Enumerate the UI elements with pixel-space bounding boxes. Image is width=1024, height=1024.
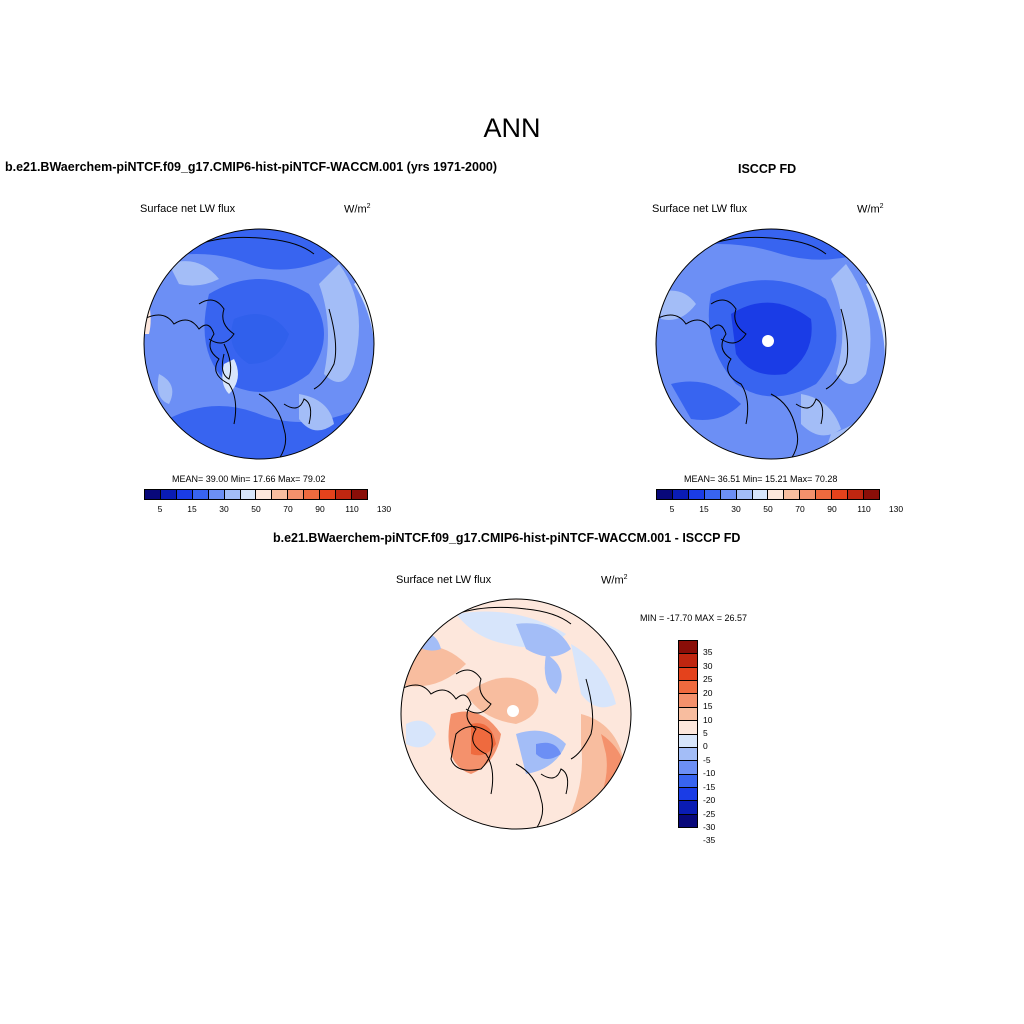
panel-3-colorbar <box>678 640 698 828</box>
panel-1-colorbar-label: 130 <box>376 504 392 514</box>
panel-3-variable: Surface net LW flux <box>396 574 492 586</box>
panel-3-units: W/m2 <box>601 574 628 587</box>
panel-1-variable: Surface net LW flux <box>140 203 236 215</box>
panel-3-colorbar-label: -15 <box>703 781 716 792</box>
panel-1-colorbar-swatch <box>303 490 320 499</box>
panel-1-map <box>143 228 375 460</box>
panel-1-colorbar-label: 70 <box>283 504 293 514</box>
panel-1-colorbar-swatch <box>335 490 351 499</box>
panel-1-colorbar-label: 5 <box>157 504 163 514</box>
panel-3-colorbar-labels: 35 30 25 20 15 10 5 0 -5 -10 -15 -20 -25 -30 -35 <box>703 640 743 845</box>
panel-3-colorbar-label: -30 <box>703 822 716 832</box>
panel-2-title: ISCCP FD <box>738 162 797 176</box>
panel-2-colorbar-swatch <box>719 490 736 499</box>
panel-1-colorbar-swatch <box>207 490 224 499</box>
panel-3-colorbar-swatch <box>679 813 697 828</box>
panel-3-stats: MIN = -17.70 MAX = 26.57 <box>640 613 748 623</box>
panel-1-colorbar-swatch <box>145 490 160 499</box>
panel-1-colorbar-swatch <box>287 490 304 499</box>
panel-3-colorbar-swatch <box>679 786 697 801</box>
panel-1-colorbar-swatch <box>175 490 192 499</box>
panel-2-colorbar-swatch <box>847 490 863 499</box>
panel-1-stats: MEAN= 39.00 Min= 17.66 Max= 79.02 <box>172 474 326 484</box>
panel-3-title: b.e21.BWaerchem-piNTCF.f09_g17.CMIP6-his… <box>273 531 741 545</box>
main-title: ANN <box>483 113 541 143</box>
panel-3-colorbar-label: -20 <box>703 795 716 806</box>
panel-3-colorbar-swatch <box>679 693 697 707</box>
panel-3-colorbar-label: 30 <box>703 660 713 671</box>
panel-1-colorbar-swatch <box>255 490 272 499</box>
panel-3-colorbar-swatch <box>679 641 697 654</box>
panel-3-colorbar-label: 35 <box>703 647 713 658</box>
panel-3-colorbar-swatch <box>679 733 697 747</box>
panel-2-colorbar-label: 110 <box>857 504 871 514</box>
panel-1-colorbar-swatch <box>271 490 288 499</box>
panel-3-colorbar-swatch <box>679 760 697 774</box>
panel-3-colorbar-label: 15 <box>703 701 713 712</box>
panel-3-colorbar-label: -10 <box>703 768 716 779</box>
panel-1-colorbar-swatch <box>223 490 240 499</box>
panel-2-colorbar-label: 50 <box>763 504 773 514</box>
panel-3-colorbar-swatch <box>679 680 697 694</box>
panel-2-colorbar-swatch <box>703 490 720 499</box>
panel-3-colorbar-swatch <box>679 706 697 721</box>
panel-1-colorbar-swatch <box>319 490 336 499</box>
panel-2-colorbar-swatch <box>671 490 688 499</box>
panel-3-map <box>400 598 632 830</box>
panel-3-colorbar-label: 20 <box>703 687 713 698</box>
panel-2-colorbar-labels: 5 15 30 50 70 90 110 130 <box>656 504 903 516</box>
panel-2-colorbar-label: 15 <box>699 504 709 514</box>
panel-1-colorbar-swatch <box>350 490 367 499</box>
panel-3-colorbar-swatch <box>679 666 697 681</box>
panel-2-colorbar-swatch <box>815 490 832 499</box>
panel-1-colorbar-swatch <box>159 490 176 499</box>
panel-3-colorbar-label: -35 <box>703 835 716 846</box>
panel-2-colorbar-label: 30 <box>731 504 741 514</box>
panel-1-title: b.e21.BWaerchem-piNTCF.f09_g17.CMIP6-his… <box>5 160 498 174</box>
panel-2-colorbar-label: 5 <box>669 504 675 514</box>
panel-1-colorbar-swatch <box>239 490 256 499</box>
panel-2-colorbar-label: 70 <box>795 504 805 514</box>
panel-2-colorbar-swatch <box>687 490 704 499</box>
panel-2-colorbar-swatch <box>735 490 752 499</box>
panel-2-colorbar-label: 130 <box>888 504 904 514</box>
panel-3-colorbar-swatch <box>679 653 697 667</box>
panel-3-colorbar-label: 10 <box>703 714 713 725</box>
panel-1-colorbar-swatch <box>191 490 208 499</box>
panel-2-colorbar-swatch <box>657 490 672 499</box>
panel-2-colorbar-label: 90 <box>827 504 837 514</box>
panel-1-units: W/m2 <box>344 203 371 216</box>
panel-1-colorbar-label: 15 <box>187 504 197 514</box>
panel-3-colorbar-label: -25 <box>703 808 716 819</box>
panel-3-colorbar-label: -5 <box>703 754 711 765</box>
panel-1-colorbar-label: 90 <box>315 504 325 514</box>
panel-3-colorbar-label: 25 <box>703 674 713 685</box>
panel-3-colorbar-swatch <box>679 773 697 787</box>
panel-3-colorbar-swatch <box>679 720 697 734</box>
panel-2-variable: Surface net LW flux <box>652 203 748 215</box>
panel-1-colorbar-label: 110 <box>345 504 359 514</box>
panel-2-colorbar-swatch <box>799 490 816 499</box>
panel-2-units: W/m2 <box>857 203 884 216</box>
panel-2-colorbar-swatch <box>783 490 800 499</box>
panel-3-colorbar-swatch <box>679 800 697 814</box>
panel-2-colorbar-swatch <box>831 490 848 499</box>
panel-1-colorbar-label: 50 <box>251 504 261 514</box>
panel-2-colorbar-swatch <box>751 490 768 499</box>
panel-3-colorbar-swatch <box>679 746 697 761</box>
panel-3-colorbar-label: 0 <box>703 741 708 752</box>
panel-2-map <box>655 228 887 460</box>
panel-2-colorbar <box>656 489 880 500</box>
panel-2-colorbar-swatch <box>767 490 784 499</box>
panel-2-colorbar-swatch <box>862 490 879 499</box>
panel-2-stats: MEAN= 36.51 Min= 15.21 Max= 70.28 <box>684 474 838 484</box>
panel-3-colorbar-label: 5 <box>703 728 708 738</box>
panel-1-colorbar-labels: 5 15 30 50 70 90 110 130 <box>144 504 391 516</box>
panel-1-colorbar-label: 30 <box>219 504 229 514</box>
panel-1-colorbar <box>144 489 368 500</box>
